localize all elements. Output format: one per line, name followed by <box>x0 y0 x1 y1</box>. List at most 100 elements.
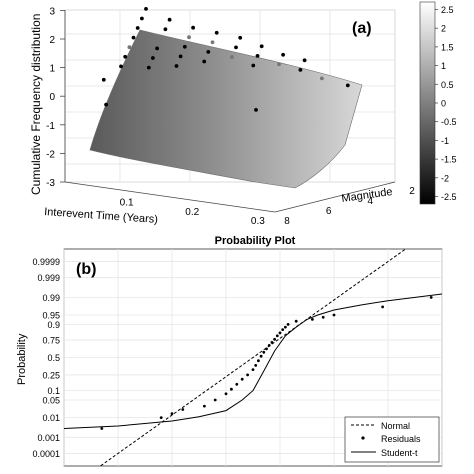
residual-point <box>100 427 104 430</box>
colorbar-tick-label: -1 <box>441 136 449 146</box>
colorbar-tick-label: 0 <box>441 99 446 109</box>
scatter-point <box>182 44 187 49</box>
colorbar-tick-label: -0.5 <box>441 117 457 127</box>
scatter-point <box>101 77 106 82</box>
panel-b-ylabel: Probability <box>16 333 28 385</box>
legend-residuals-label: Residuals <box>381 434 421 444</box>
scatter-point <box>104 102 108 107</box>
scatter-point <box>187 35 191 40</box>
colorbar <box>419 1 436 205</box>
panel-b-y-ticks: 0.0001 0.001 0.01 0.050.1 0.25 0.5 0.75 0.90.95… <box>32 257 60 459</box>
probability-tick-label: 0.75 <box>42 336 60 346</box>
scatter-point <box>251 63 256 68</box>
panel-a: -3 -2 -1 0 1 2 3 0.1 0.2 0.3 2 4 6 8 (a) Cumulative… <box>29 1 457 227</box>
scatter-point <box>214 30 219 35</box>
fitted-surface <box>89 29 363 189</box>
legend-box <box>344 416 440 463</box>
residual-point <box>251 368 255 371</box>
probability-tick-label: 0.99 <box>42 293 60 303</box>
scatter-point <box>167 17 172 22</box>
scatter-point <box>163 27 168 32</box>
scatter-point <box>298 68 303 72</box>
probability-tick-label: 0.95 <box>42 311 60 321</box>
colorbar-tick-label: 2 <box>441 24 446 34</box>
z-tick-label: 0 <box>49 92 55 103</box>
scatter-point <box>259 44 264 49</box>
residual-point <box>278 331 282 335</box>
residual-point <box>159 416 163 419</box>
residual-point <box>275 334 279 338</box>
z-axis-ticks: -3 -2 -1 0 1 2 3 <box>46 6 65 189</box>
x-tick-label: 0.1 <box>120 197 134 208</box>
colorbar-tick-label: 2.5 <box>441 5 454 15</box>
probability-tick-label: 0.999 <box>37 273 60 283</box>
probability-tick-label: 0.9999 <box>32 257 60 267</box>
scatter-point <box>191 25 196 30</box>
x-tick-label: 0.2 <box>185 207 199 218</box>
probability-tick-label: 0.5 <box>47 353 60 363</box>
scatter-point <box>277 62 281 67</box>
scatter-point <box>140 16 144 21</box>
residual-point <box>429 296 433 299</box>
panel-b-series <box>64 249 442 466</box>
residual-point <box>381 305 384 309</box>
scatter-point <box>159 37 164 41</box>
normal-line <box>99 249 407 466</box>
residual-point <box>230 387 233 391</box>
scatter-point <box>174 64 179 68</box>
scatter-point <box>146 65 151 70</box>
residual-point <box>286 323 290 326</box>
residual-point <box>254 364 258 367</box>
colorbar-tick-label: 0.5 <box>441 80 454 90</box>
probability-tick-label: 0.0001 <box>32 449 60 459</box>
colorbar-tick-label: -2 <box>441 173 449 183</box>
residual-point <box>281 328 285 331</box>
residual-point <box>259 354 263 358</box>
scatter-point <box>230 55 234 59</box>
scatter-point <box>210 40 215 45</box>
residual-point <box>270 341 274 344</box>
scatter-point <box>202 59 207 64</box>
magnitude-tick-label: 6 <box>326 206 332 217</box>
legend-student-label: Student-t <box>381 448 418 458</box>
magnitude-tick-label: 2 <box>409 186 415 197</box>
z-tick-label: -3 <box>46 178 55 189</box>
panel-a-xlabel: Interevent Time (Years) <box>44 206 158 226</box>
scatter-point <box>144 6 148 11</box>
residual-point <box>235 382 239 386</box>
magnitude-tick-label: 4 <box>368 196 374 207</box>
residual-point <box>262 350 266 354</box>
colorbar-tick-label: -2.5 <box>441 192 457 202</box>
magnitude-tick-label: 8 <box>284 216 290 227</box>
z-tick-label: 1 <box>49 64 55 75</box>
legend-residuals-marker <box>361 436 365 440</box>
legend-normal-label: Normal <box>381 421 410 431</box>
scatter-point <box>155 46 160 51</box>
panel-a-points <box>101 6 350 112</box>
residual-point <box>224 392 228 396</box>
panel-b-grid <box>63 249 443 466</box>
scatter-point <box>151 56 155 60</box>
scatter-point <box>119 64 123 69</box>
residual-point <box>273 337 276 341</box>
scatter-point <box>320 76 324 81</box>
probability-tick-label: 0.05 <box>42 395 60 405</box>
legend: Normal Residuals Student-t <box>344 416 440 463</box>
residual-point <box>267 344 271 347</box>
scatter-point <box>123 54 128 59</box>
y-axis-ticks: 2 4 6 8 <box>284 186 415 227</box>
residual-point <box>181 408 185 411</box>
probability-tick-label: 0.1 <box>47 386 60 396</box>
colorbar-tick-label: -1.5 <box>441 155 457 165</box>
panel-b-label: (b) <box>76 261 96 278</box>
residual-point <box>265 347 268 351</box>
scatter-point <box>345 83 350 88</box>
scatter-point <box>178 54 183 59</box>
residual-point <box>240 377 244 381</box>
scatter-point <box>302 58 307 63</box>
panel-a-label: (a) <box>352 20 372 37</box>
z-tick-label: 3 <box>49 6 55 17</box>
student-t-curve <box>64 293 442 429</box>
z-tick-label: -1 <box>46 121 55 132</box>
